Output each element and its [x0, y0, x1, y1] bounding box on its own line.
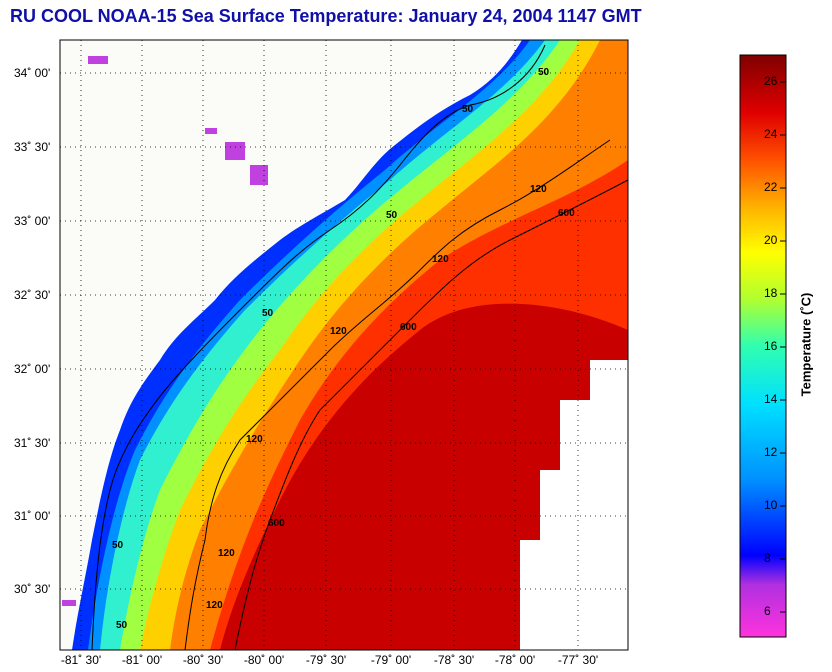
lat-label: 33˚ 00' [14, 214, 51, 228]
lat-label: 32˚ 30' [14, 288, 51, 302]
lat-label: 34˚ 00' [14, 66, 51, 80]
colorbar-tick-label: 16 [764, 339, 778, 353]
colorbar-tick-label: 10 [764, 498, 778, 512]
contour-label-50-d: 50 [262, 308, 274, 319]
colorbar [739, 54, 787, 638]
contour-label-600-c: 600 [268, 518, 285, 529]
map-title: RU COOL NOAA-15 Sea Surface Temperature:… [10, 6, 642, 26]
colorbar-tick-label: 14 [764, 392, 778, 406]
lon-label: -81˚ 00' [121, 653, 163, 667]
isobath-600 [234, 179, 628, 650]
lat-label: 30˚ 30' [14, 582, 51, 596]
colorbar-tick-marks [780, 81, 786, 613]
lon-label: -80˚ 00' [243, 653, 285, 667]
contour-label-600-b: 600 [400, 322, 417, 333]
cloud-speckles [520, 360, 628, 650]
colorbar-tick-label: 18 [764, 286, 778, 300]
contour-label-120-b: 120 [432, 254, 449, 265]
colorbar-tick-label: 26 [764, 74, 778, 88]
isobaths [91, 44, 628, 650]
colorbar-tick-label: 8 [764, 551, 771, 565]
contour-label-50-b: 50 [462, 104, 474, 115]
lon-label: -78˚ 30' [433, 653, 475, 667]
lon-label: -78˚ 00' [494, 653, 536, 667]
map-frame [59, 39, 629, 651]
lat-label: 31˚ 00' [14, 509, 51, 523]
contour-label-50-c: 50 [386, 210, 398, 221]
lon-label: -79˚ 30' [305, 653, 347, 667]
contour-label-50-e: 50 [112, 540, 124, 551]
lon-label: -77˚ 30' [557, 653, 599, 667]
colorbar-title: Temperature (˚C) [798, 292, 814, 397]
graticule [60, 40, 628, 650]
colorbar-tick-label: 20 [764, 233, 778, 247]
lon-label: -80˚ 30' [182, 653, 224, 667]
colorbar-tick-label: 12 [764, 445, 778, 459]
contour-label-120-d: 120 [246, 434, 263, 445]
isobath-120 [184, 139, 611, 650]
lat-label: 31˚ 30' [14, 436, 51, 450]
contour-label-120-a: 120 [530, 184, 547, 195]
colorbar-tick-label: 24 [764, 127, 778, 141]
isobath-50 [91, 44, 546, 650]
contour-label-120-f: 120 [206, 600, 223, 611]
lon-label: -79˚ 00' [370, 653, 412, 667]
land-area [60, 40, 522, 650]
contour-label-120-e: 120 [218, 548, 235, 559]
colorbar-tick-label: 22 [764, 180, 778, 194]
lon-label: -81˚ 30' [60, 653, 102, 667]
contour-label-50-a: 50 [538, 67, 550, 78]
contour-label-50-f: 50 [116, 620, 128, 631]
colorbar-tick-label: 6 [764, 604, 771, 618]
contour-label-120-c: 120 [330, 326, 347, 337]
land-specks [62, 56, 268, 606]
lat-label: 32˚ 00' [14, 362, 51, 376]
lat-label: 33˚ 30' [14, 140, 51, 154]
contour-label-600-a: 600 [558, 208, 575, 219]
